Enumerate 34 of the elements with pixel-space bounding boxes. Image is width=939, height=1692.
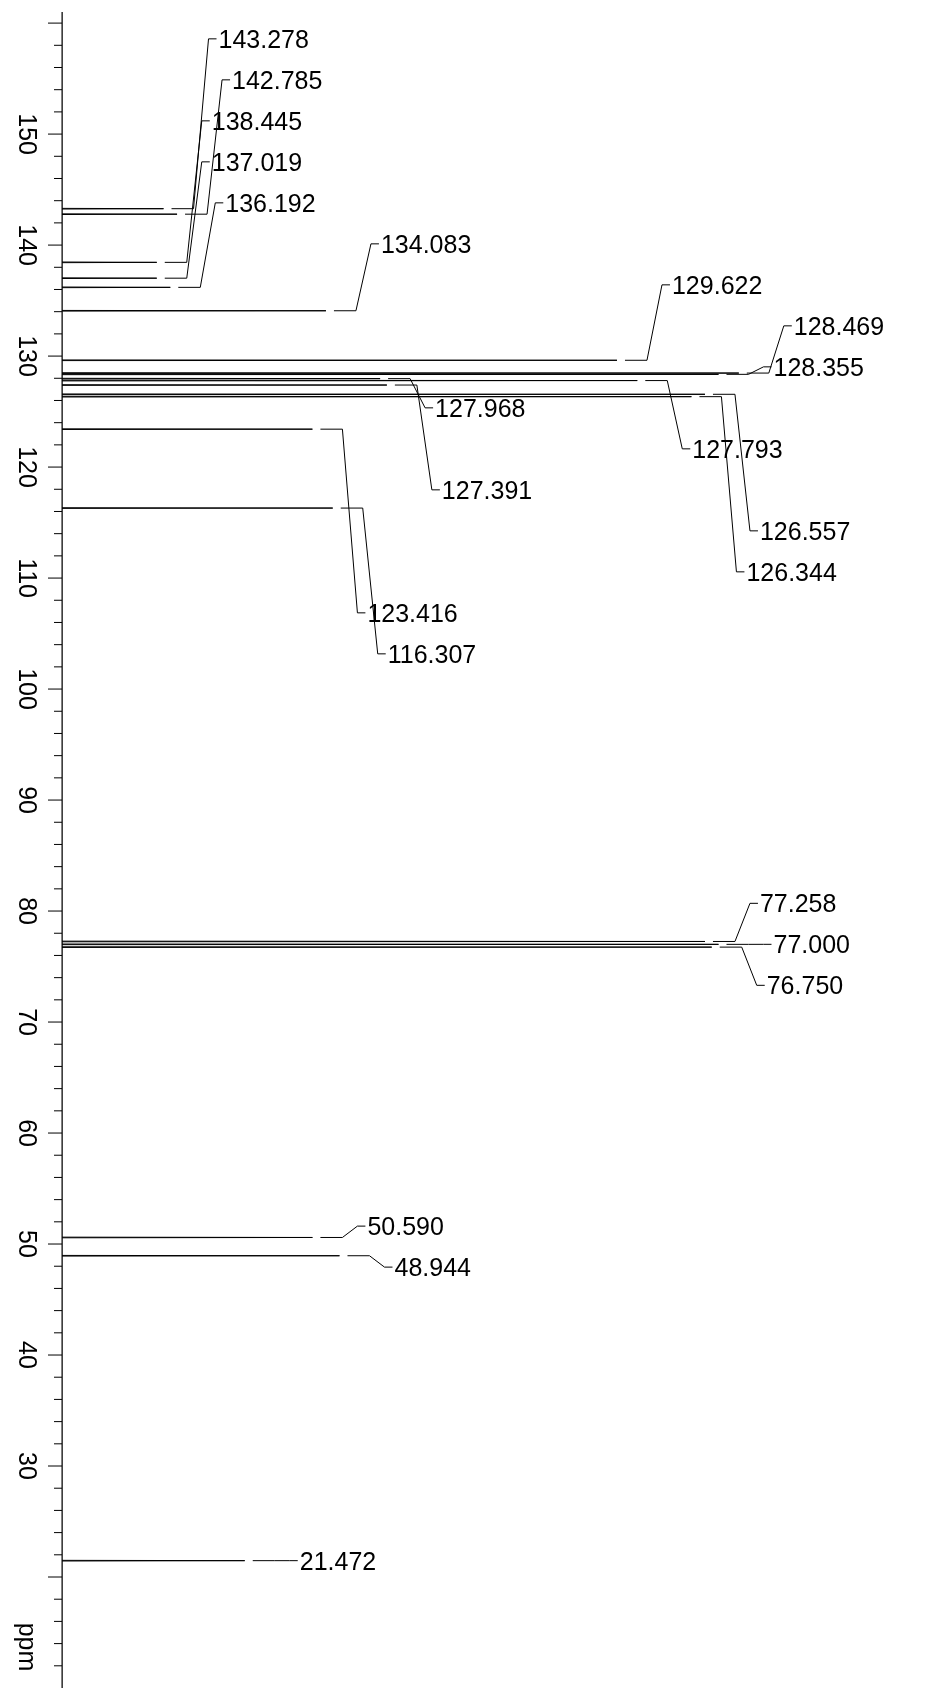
annotation: 77.258 — [759, 889, 837, 918]
y-tick-label: 40 — [14, 1341, 42, 1369]
annotation: 76.750 — [766, 971, 844, 1000]
annotation: 143.278 — [218, 24, 309, 53]
annotation: 136.192 — [225, 188, 316, 217]
y-tick-label: 50 — [14, 1230, 42, 1258]
y-tick-label: 130 — [14, 335, 42, 377]
annotation: 50.590 — [367, 1212, 444, 1241]
annotation: 127.391 — [441, 475, 533, 504]
annotation: 116.307 — [387, 639, 477, 668]
y-tick-label: 150 — [14, 113, 42, 155]
annotation: 129.622 — [671, 270, 763, 299]
annotation: 134.083 — [380, 229, 472, 258]
y-tick-label: 110 — [14, 558, 42, 598]
y-tick-label: 60 — [14, 1119, 42, 1147]
annotation: 48.944 — [394, 1253, 472, 1282]
annotation: 126.344 — [746, 557, 837, 586]
y-tick-label: 80 — [14, 897, 42, 925]
annotation: 142.785 — [232, 65, 323, 94]
annotation: 123.416 — [367, 598, 458, 627]
annotation: 137.019 — [211, 147, 303, 176]
y-tick-label: 90 — [14, 786, 42, 814]
y-axis-title: ppm — [14, 1622, 42, 1672]
annotation: 127.968 — [435, 393, 526, 422]
y-tick-label: 100 — [14, 668, 42, 710]
annotation: 128.355 — [773, 352, 864, 381]
y-tick-label: 140 — [14, 224, 42, 266]
annotation: 126.557 — [759, 516, 851, 545]
y-tick-label: 120 — [14, 446, 42, 488]
annotation: 21.472 — [299, 1546, 377, 1575]
annotation: 77.000 — [773, 930, 850, 959]
annotation: 128.469 — [793, 311, 885, 340]
y-tick-label: 30 — [14, 1452, 42, 1480]
y-tick-label: 70 — [14, 1008, 42, 1036]
